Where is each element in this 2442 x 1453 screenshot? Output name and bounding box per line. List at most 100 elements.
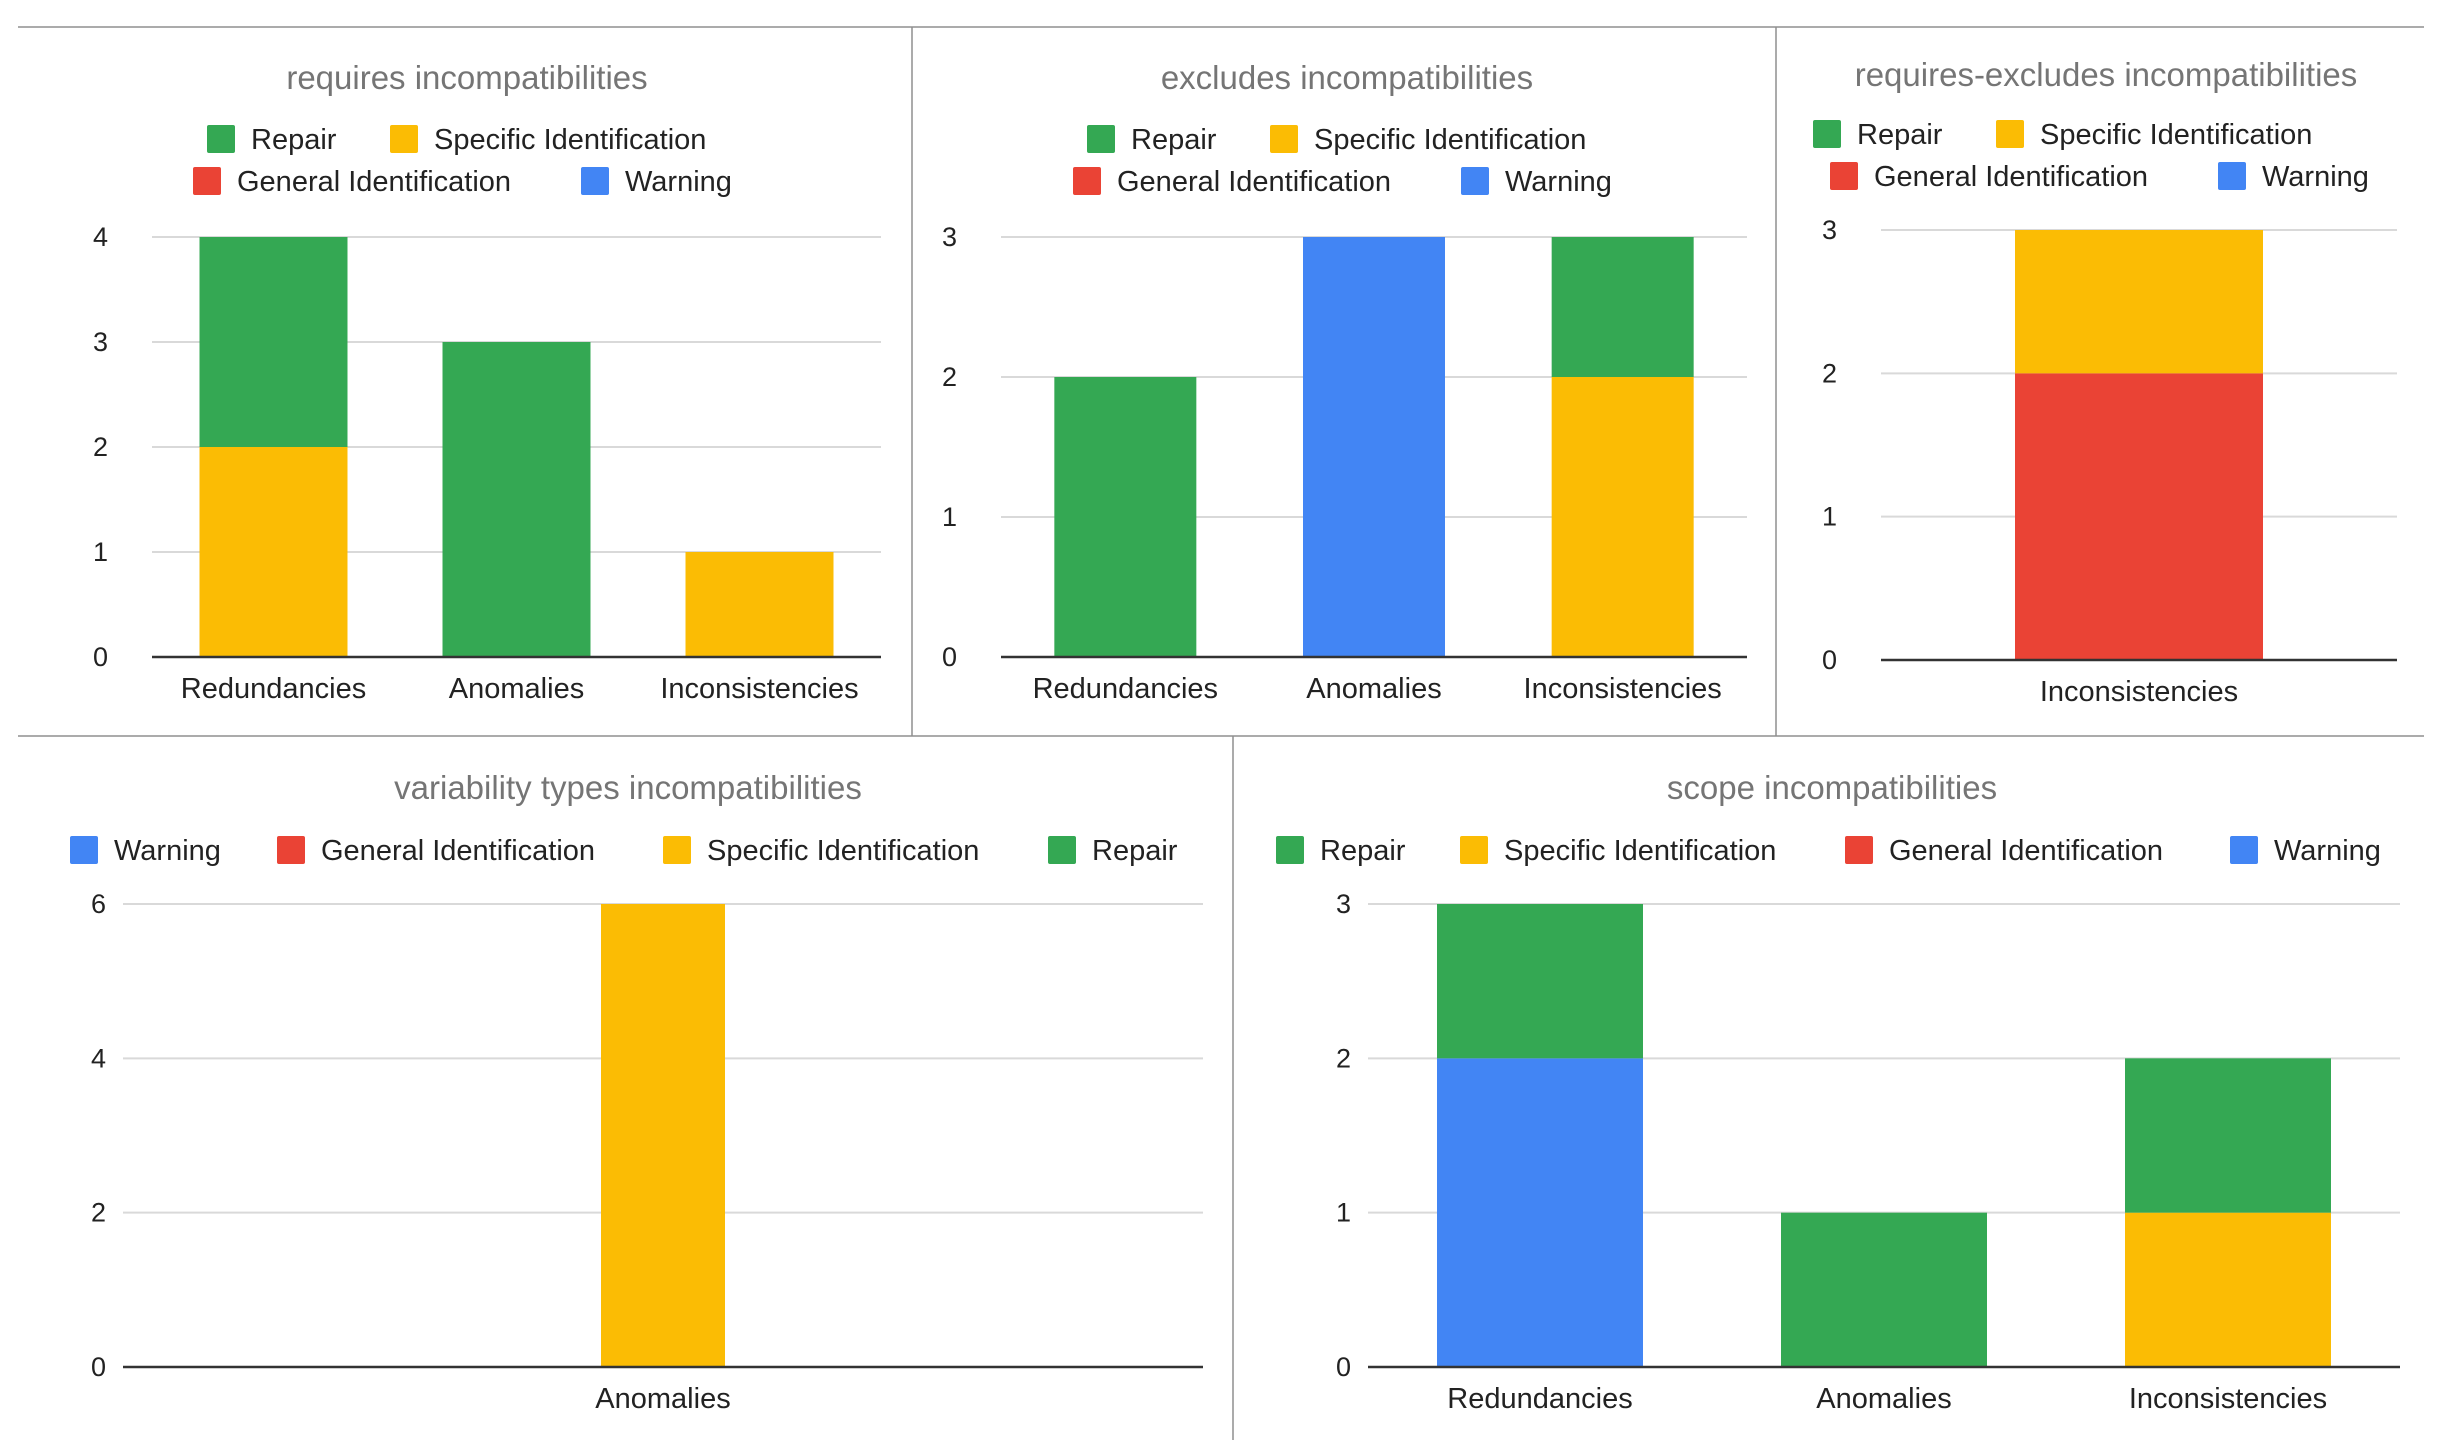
chart-4-legend-swatch-warning xyxy=(70,836,98,864)
chart-2-legend-swatch-general-identification xyxy=(1073,167,1101,195)
chart-4-y-tick-4: 4 xyxy=(91,1043,106,1073)
chart-1-bar-redundancies-specific-identification xyxy=(199,447,348,657)
chart-2-x-label-inconsistencies: Inconsistencies xyxy=(1524,673,1722,705)
chart-5-title: scope incompatibilities xyxy=(1667,769,1997,806)
chart-5-legend-label-repair: Repair xyxy=(1320,835,1406,867)
chart-1-legend-label-specific-identification: Specific Identification xyxy=(434,124,706,156)
chart-5-x-label-redundancies: Redundancies xyxy=(1447,1383,1632,1415)
chart-2-legend-label-specific-identification: Specific Identification xyxy=(1314,124,1586,156)
chart-5-legend-swatch-general-identification xyxy=(1845,836,1873,864)
chart-5-y-tick-1: 1 xyxy=(1336,1198,1351,1228)
chart-1-x-label-anomalies: Anomalies xyxy=(449,673,584,705)
chart-3-legend-label-warning: Warning xyxy=(2262,161,2369,193)
chart-5-legend-label-specific-identification: Specific Identification xyxy=(1504,835,1776,867)
chart-4-legend-label-general-identification: General Identification xyxy=(321,835,595,867)
chart-1-y-tick-0: 0 xyxy=(93,642,108,672)
chart-2-legend-swatch-specific-identification xyxy=(1270,125,1298,153)
chart-4-y-tick-0: 0 xyxy=(91,1352,106,1382)
chart-3-bar-inconsistencies-specific-identification xyxy=(2015,230,2263,374)
chart-1-y-tick-4: 4 xyxy=(93,222,108,252)
chart-3-legend-swatch-repair xyxy=(1813,120,1841,148)
chart-4-variability-types-incompatibilities: variability types incompatibilities Warni… xyxy=(70,769,1203,1415)
chart-4-legend-label-specific-identification: Specific Identification xyxy=(707,835,979,867)
chart-2-y-tick-3: 3 xyxy=(942,222,957,252)
chart-5-scope-incompatibilities: scope incompatibilities Repair Specific Id… xyxy=(1276,769,2400,1415)
chart-2-title: excludes incompatibilities xyxy=(1161,59,1533,96)
chart-3-legend-swatch-warning xyxy=(2218,162,2246,190)
chart-5-y-tick-0: 0 xyxy=(1336,1352,1351,1382)
chart-5-x-label-anomalies: Anomalies xyxy=(1816,1383,1951,1415)
chart-3-legend-swatch-specific-identification xyxy=(1996,120,2024,148)
chart-2-y-tick-1: 1 xyxy=(942,502,957,532)
chart-5-legend: Repair Specific Identification General Ide… xyxy=(1276,835,2381,867)
chart-1-title: requires incompatibilities xyxy=(286,59,647,96)
chart-1-y-tick-3: 3 xyxy=(93,327,108,357)
chart-2-bar-anomalies-warning xyxy=(1303,237,1445,657)
chart-1-bar-redundancies-repair xyxy=(199,237,348,447)
chart-5-y-tick-2: 2 xyxy=(1336,1043,1351,1073)
chart-5-bar-inconsistencies-specific-identification xyxy=(2125,1212,2331,1367)
chart-2-y-tick-2: 2 xyxy=(942,362,957,392)
chart-3-y-tick-0: 0 xyxy=(1822,645,1837,675)
chart-4-legend: Warning General Identification Specific Id… xyxy=(70,835,1178,867)
chart-4-legend-swatch-repair xyxy=(1048,836,1076,864)
chart-3-y-tick-1: 1 xyxy=(1822,502,1837,532)
chart-5-bar-anomalies-repair xyxy=(1781,1212,1987,1367)
chart-5-bar-redundancies-warning xyxy=(1437,1058,1643,1367)
chart-1-legend-label-general-identification: General Identification xyxy=(237,166,511,198)
chart-2-legend-swatch-repair xyxy=(1087,125,1115,153)
chart-2-x-label-redundancies: Redundancies xyxy=(1033,673,1218,705)
chart-5-y-tick-3: 3 xyxy=(1336,889,1351,919)
chart-1-legend-label-repair: Repair xyxy=(251,124,337,156)
chart-5-legend-swatch-repair xyxy=(1276,836,1304,864)
chart-3-legend: Repair Specific Identification General Ide… xyxy=(1813,119,2369,193)
chart-1-legend: Repair Specific Identification General Ide… xyxy=(193,124,732,198)
chart-1-bar-inconsistencies-specific-identification xyxy=(685,552,834,657)
chart-5-legend-label-warning: Warning xyxy=(2274,835,2381,867)
chart-2-excludes-incompatibilities: excludes incompatibilities Repair Specific… xyxy=(942,59,1747,705)
chart-1-legend-swatch-general-identification xyxy=(193,167,221,195)
chart-4-x-label-anomalies: Anomalies xyxy=(595,1383,730,1415)
chart-4-bar-anomalies-specific-identification xyxy=(601,904,725,1367)
chart-3-y-tick-2: 2 xyxy=(1822,358,1837,388)
chart-4-legend-swatch-specific-identification xyxy=(663,836,691,864)
chart-2-legend-label-general-identification: General Identification xyxy=(1117,166,1391,198)
chart-4-legend-label-repair: Repair xyxy=(1092,835,1178,867)
chart-2-legend-label-repair: Repair xyxy=(1131,124,1217,156)
chart-1-legend-swatch-repair xyxy=(207,125,235,153)
chart-2-legend: Repair Specific Identification General Ide… xyxy=(1073,124,1612,198)
chart-1-bar-anomalies-repair xyxy=(442,342,591,657)
chart-1-y-tick-2: 2 xyxy=(93,432,108,462)
chart-1-legend-swatch-warning xyxy=(581,167,609,195)
chart-2-y-tick-0: 0 xyxy=(942,642,957,672)
chart-3-legend-label-specific-identification: Specific Identification xyxy=(2040,119,2312,151)
chart-3-legend-label-general-identification: General Identification xyxy=(1874,161,2148,193)
chart-1-x-label-inconsistencies: Inconsistencies xyxy=(660,673,858,705)
chart-4-y-tick-6: 6 xyxy=(91,889,106,919)
chart-2-legend-label-warning: Warning xyxy=(1505,166,1612,198)
chart-3-bar-inconsistencies-general-identification xyxy=(2015,373,2263,660)
chart-4-y-tick-2: 2 xyxy=(91,1198,106,1228)
chart-3-legend-swatch-general-identification xyxy=(1830,162,1858,190)
chart-5-bar-redundancies-repair xyxy=(1437,904,1643,1059)
chart-1-requires-incompatibilities: requires incompatibilities Repair Specific… xyxy=(93,59,881,705)
chart-4-title: variability types incompatibilities xyxy=(394,769,862,806)
chart-3-title: requires-excludes incompatibilities xyxy=(1855,56,2358,93)
chart-3-y-tick-3: 3 xyxy=(1822,215,1837,245)
chart-3-legend-label-repair: Repair xyxy=(1857,119,1943,151)
chart-1-y-tick-1: 1 xyxy=(93,537,108,567)
chart-5-legend-swatch-specific-identification xyxy=(1460,836,1488,864)
chart-3-x-label-inconsistencies: Inconsistencies xyxy=(2040,676,2238,708)
chart-1-legend-label-warning: Warning xyxy=(625,166,732,198)
chart-4-legend-swatch-general-identification xyxy=(277,836,305,864)
chart-1-x-label-redundancies: Redundancies xyxy=(181,673,366,705)
chart-2-legend-swatch-warning xyxy=(1461,167,1489,195)
chart-2-bar-inconsistencies-repair xyxy=(1551,237,1694,377)
chart-4-legend-label-warning: Warning xyxy=(114,835,221,867)
chart-1-legend-swatch-specific-identification xyxy=(390,125,418,153)
chart-2-bar-redundancies-repair xyxy=(1054,377,1197,657)
chart-5-legend-swatch-warning xyxy=(2230,836,2258,864)
chart-5-bar-inconsistencies-repair xyxy=(2125,1058,2331,1213)
chart-2-bar-inconsistencies-specific-identification xyxy=(1551,377,1694,657)
